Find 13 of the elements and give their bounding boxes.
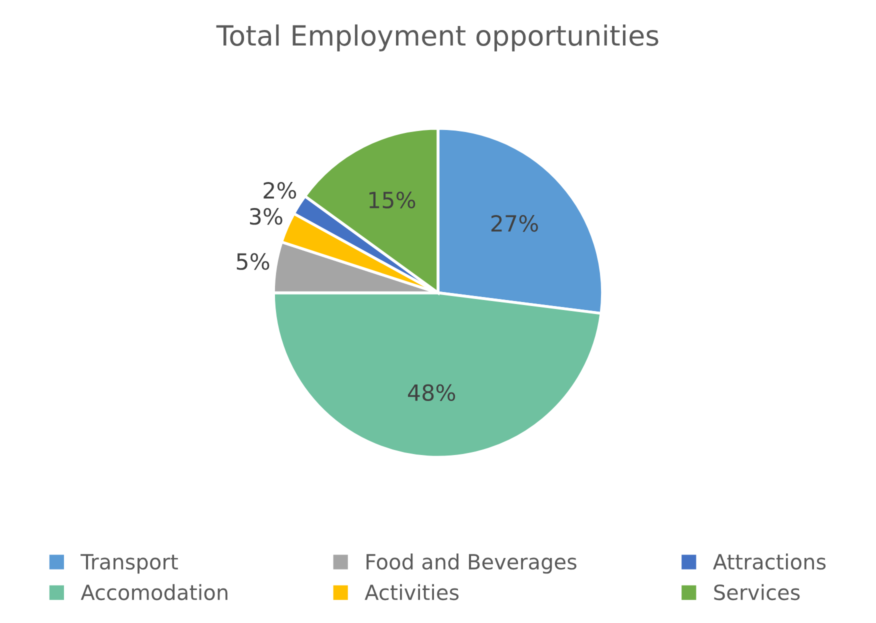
- data-label: 3%: [250, 208, 282, 225]
- legend-label: Transport: [80, 554, 178, 574]
- data-label: 5%: [236, 253, 270, 270]
- legend-label: Activities: [364, 584, 459, 600]
- legend-label: Accomodation: [80, 584, 228, 600]
- data-label: 27%: [491, 215, 538, 232]
- legend-label: Food and Beverages: [366, 554, 576, 574]
- data-label: 48%: [408, 384, 456, 402]
- data-label: 2%: [264, 182, 296, 199]
- chart-title: Total Employment opportunities: [216, 24, 658, 52]
- legend-label: Attractions: [713, 554, 826, 570]
- data-label: 15%: [369, 192, 416, 208]
- legend-label: Services: [714, 584, 800, 600]
